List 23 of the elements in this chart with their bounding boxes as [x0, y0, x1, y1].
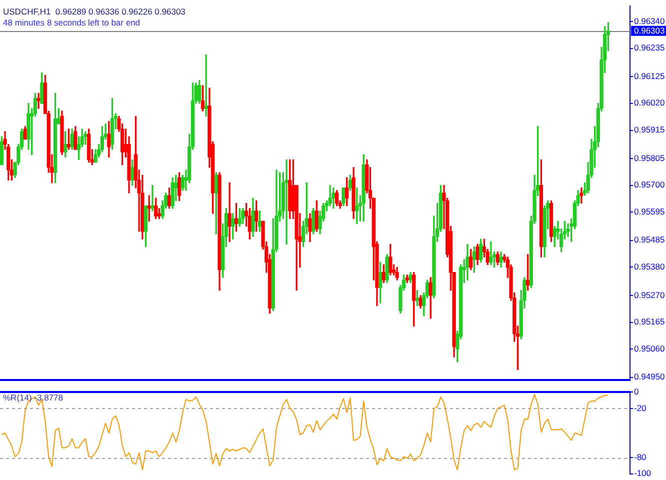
y-tick-label: 0.96020: [634, 98, 665, 108]
chart-title: %R(14) -3.8778: [3, 392, 64, 403]
y-tick-label: 0.96340: [634, 16, 665, 26]
y-tick-label: 0.96125: [634, 70, 665, 81]
y-tick-label: 0.95915: [634, 124, 665, 135]
y-tick-label: 0.95700: [634, 180, 665, 190]
text: 48 minutes 8 seconds left to bar end: [3, 18, 140, 28]
y-tick-label: 0.94950: [634, 372, 665, 382]
candlestick: [228, 182, 232, 242]
y-tick-label: 0.95595: [634, 206, 665, 217]
y-tick-label: 0.95805: [634, 152, 665, 163]
y-tick-label: 0.95165: [634, 316, 665, 327]
y-tick-label: 0: [634, 386, 639, 396]
y-tick-label: 0.95270: [634, 290, 665, 300]
y-tick-label: 0.95060: [634, 344, 665, 354]
y-tick-label: 0.95485: [634, 234, 665, 245]
y-tick-label: -80: [634, 452, 647, 462]
y-tick-label: 0.95380: [634, 262, 665, 272]
y-tick-label: -100: [634, 468, 652, 478]
chart-title: USDCHF,H1 0.96289 0.96336 0.96226 0.96303: [3, 6, 186, 17]
y-tick-label: -20: [634, 402, 647, 413]
ref-line-label: 0.96303: [634, 25, 665, 36]
y-tick-label: 0.96235: [634, 42, 665, 53]
